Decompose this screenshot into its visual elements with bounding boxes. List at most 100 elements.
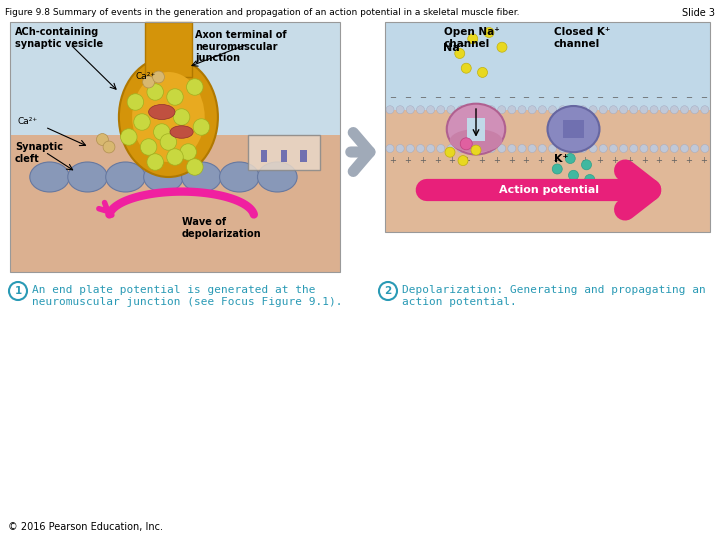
- Ellipse shape: [446, 104, 505, 154]
- Circle shape: [585, 174, 595, 185]
- FancyArrowPatch shape: [351, 132, 370, 171]
- Circle shape: [579, 145, 587, 152]
- Circle shape: [559, 145, 567, 152]
- Circle shape: [484, 28, 494, 37]
- Circle shape: [565, 153, 575, 164]
- Circle shape: [680, 106, 688, 114]
- Text: +: +: [700, 156, 706, 165]
- Text: Depolarization: Generating and propagating an
action potential.: Depolarization: Generating and propagati…: [402, 285, 706, 307]
- Circle shape: [406, 106, 414, 114]
- Text: ACh-containing
synaptic vesicle: ACh-containing synaptic vesicle: [15, 27, 103, 49]
- Text: K⁺: K⁺: [554, 154, 568, 164]
- Circle shape: [386, 106, 394, 114]
- Text: +: +: [567, 156, 574, 165]
- Circle shape: [477, 68, 487, 77]
- Text: +: +: [523, 156, 529, 165]
- Circle shape: [630, 145, 638, 152]
- Circle shape: [680, 145, 688, 152]
- Circle shape: [599, 145, 607, 152]
- Circle shape: [549, 106, 557, 114]
- Circle shape: [445, 147, 455, 157]
- Text: Wave of
depolarization: Wave of depolarization: [181, 217, 261, 239]
- Text: −: −: [419, 93, 426, 102]
- Ellipse shape: [144, 162, 184, 192]
- Circle shape: [447, 106, 455, 114]
- Circle shape: [477, 145, 485, 152]
- Circle shape: [471, 145, 481, 155]
- Circle shape: [143, 76, 155, 88]
- Circle shape: [396, 145, 404, 152]
- Circle shape: [468, 34, 478, 44]
- Circle shape: [609, 106, 618, 114]
- Text: © 2016 Pearson Education, Inc.: © 2016 Pearson Education, Inc.: [8, 522, 163, 532]
- Circle shape: [147, 154, 163, 170]
- Circle shape: [569, 145, 577, 152]
- Circle shape: [487, 106, 495, 114]
- Text: +: +: [434, 156, 441, 165]
- Circle shape: [437, 106, 445, 114]
- Bar: [385, 22, 710, 232]
- Bar: [563, 120, 584, 138]
- Bar: [467, 118, 485, 140]
- Text: −: −: [478, 93, 485, 102]
- Circle shape: [518, 145, 526, 152]
- Ellipse shape: [181, 162, 221, 192]
- Text: Open Na⁺
channel: Open Na⁺ channel: [444, 27, 499, 49]
- Circle shape: [120, 129, 137, 145]
- Ellipse shape: [547, 106, 600, 152]
- Circle shape: [498, 145, 505, 152]
- Ellipse shape: [220, 162, 259, 192]
- Text: +: +: [641, 156, 647, 165]
- Circle shape: [599, 106, 607, 114]
- Circle shape: [569, 106, 577, 114]
- Circle shape: [701, 145, 709, 152]
- Circle shape: [153, 124, 170, 140]
- Text: An end plate potential is generated at the
neuromuscular junction (see Focus Fig: An end plate potential is generated at t…: [32, 285, 343, 307]
- Circle shape: [467, 145, 475, 152]
- Text: Ca²⁺: Ca²⁺: [18, 117, 38, 126]
- Circle shape: [640, 145, 648, 152]
- Text: Ca²⁺: Ca²⁺: [135, 72, 156, 81]
- Text: +: +: [655, 156, 662, 165]
- Text: −: −: [685, 93, 692, 102]
- Circle shape: [427, 145, 435, 152]
- Text: −: −: [626, 93, 633, 102]
- Circle shape: [552, 164, 562, 174]
- Text: −: −: [464, 93, 470, 102]
- Bar: [281, 150, 287, 162]
- Circle shape: [589, 106, 597, 114]
- Circle shape: [650, 145, 658, 152]
- Circle shape: [660, 106, 668, 114]
- Text: +: +: [405, 156, 411, 165]
- Circle shape: [559, 106, 567, 114]
- Text: +: +: [478, 156, 485, 165]
- Text: −: −: [582, 93, 588, 102]
- Circle shape: [498, 106, 505, 114]
- Circle shape: [690, 145, 698, 152]
- Text: +: +: [537, 156, 544, 165]
- Text: Na⁺: Na⁺: [444, 43, 466, 53]
- Bar: [10, 22, 340, 134]
- Circle shape: [386, 145, 394, 152]
- Circle shape: [690, 106, 698, 114]
- Text: +: +: [685, 156, 692, 165]
- Circle shape: [462, 63, 472, 73]
- Circle shape: [140, 139, 157, 156]
- Text: +: +: [582, 156, 588, 165]
- Circle shape: [670, 145, 678, 152]
- Text: −: −: [567, 93, 574, 102]
- Ellipse shape: [258, 162, 297, 192]
- Text: Synaptic
cleft: Synaptic cleft: [15, 142, 63, 164]
- Circle shape: [186, 79, 203, 95]
- Circle shape: [467, 106, 475, 114]
- Text: +: +: [508, 156, 515, 165]
- Circle shape: [487, 145, 495, 152]
- Circle shape: [589, 145, 597, 152]
- Text: +: +: [670, 156, 677, 165]
- Text: −: −: [670, 93, 678, 102]
- Circle shape: [620, 106, 628, 114]
- Text: −: −: [611, 93, 618, 102]
- Ellipse shape: [170, 126, 193, 138]
- Text: +: +: [493, 156, 500, 165]
- Circle shape: [582, 160, 592, 170]
